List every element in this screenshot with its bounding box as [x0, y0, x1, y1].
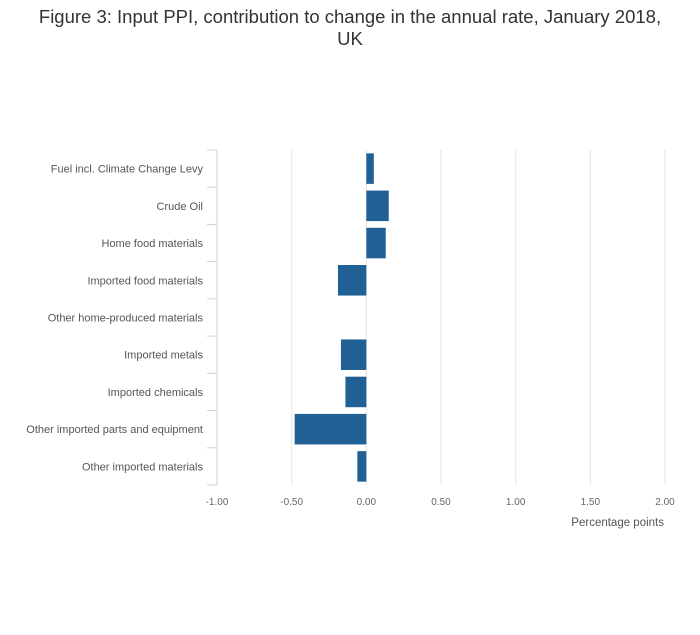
category-label: Home food materials: [102, 238, 204, 250]
bar: [340, 339, 367, 370]
x-tick-label: 0.50: [431, 497, 451, 508]
category-label: Imported chemicals: [108, 387, 204, 399]
x-axis-title: Percentage points: [571, 517, 664, 529]
bars: [294, 153, 389, 482]
bar: [294, 413, 367, 445]
category-label: Other imported materials: [82, 461, 204, 473]
category-label: Imported metals: [124, 350, 203, 362]
category-label: Crude Oil: [157, 201, 203, 213]
x-tick-label: 1.00: [506, 497, 526, 508]
category-labels: Fuel incl. Climate Change Levy Crude Oil H…: [26, 164, 203, 474]
category-label: Other imported parts and equipment: [26, 424, 203, 436]
x-tick-label: 1.50: [581, 497, 601, 508]
bar: [337, 265, 367, 296]
x-tick-label: 2.00: [655, 497, 675, 508]
bar: [366, 153, 374, 184]
bar: [366, 190, 389, 222]
x-tick-label: 0.00: [357, 497, 377, 508]
bar: [357, 451, 367, 482]
category-label: Other home-produced materials: [48, 313, 204, 325]
y-axis: [207, 149, 218, 486]
category-label: Imported food materials: [87, 275, 203, 287]
x-tick-label: -1.00: [206, 497, 229, 508]
x-tick-labels: -1.00 -0.50 0.00 0.50 1.00 1.50 2.00: [206, 497, 676, 508]
bar: [366, 227, 386, 259]
category-label: Fuel incl. Climate Change Levy: [51, 164, 204, 176]
x-tick-label: -0.50: [280, 497, 303, 508]
chart-title: Figure 3: Input PPI, contribution to cha…: [38, 6, 662, 49]
bar: [345, 376, 367, 408]
